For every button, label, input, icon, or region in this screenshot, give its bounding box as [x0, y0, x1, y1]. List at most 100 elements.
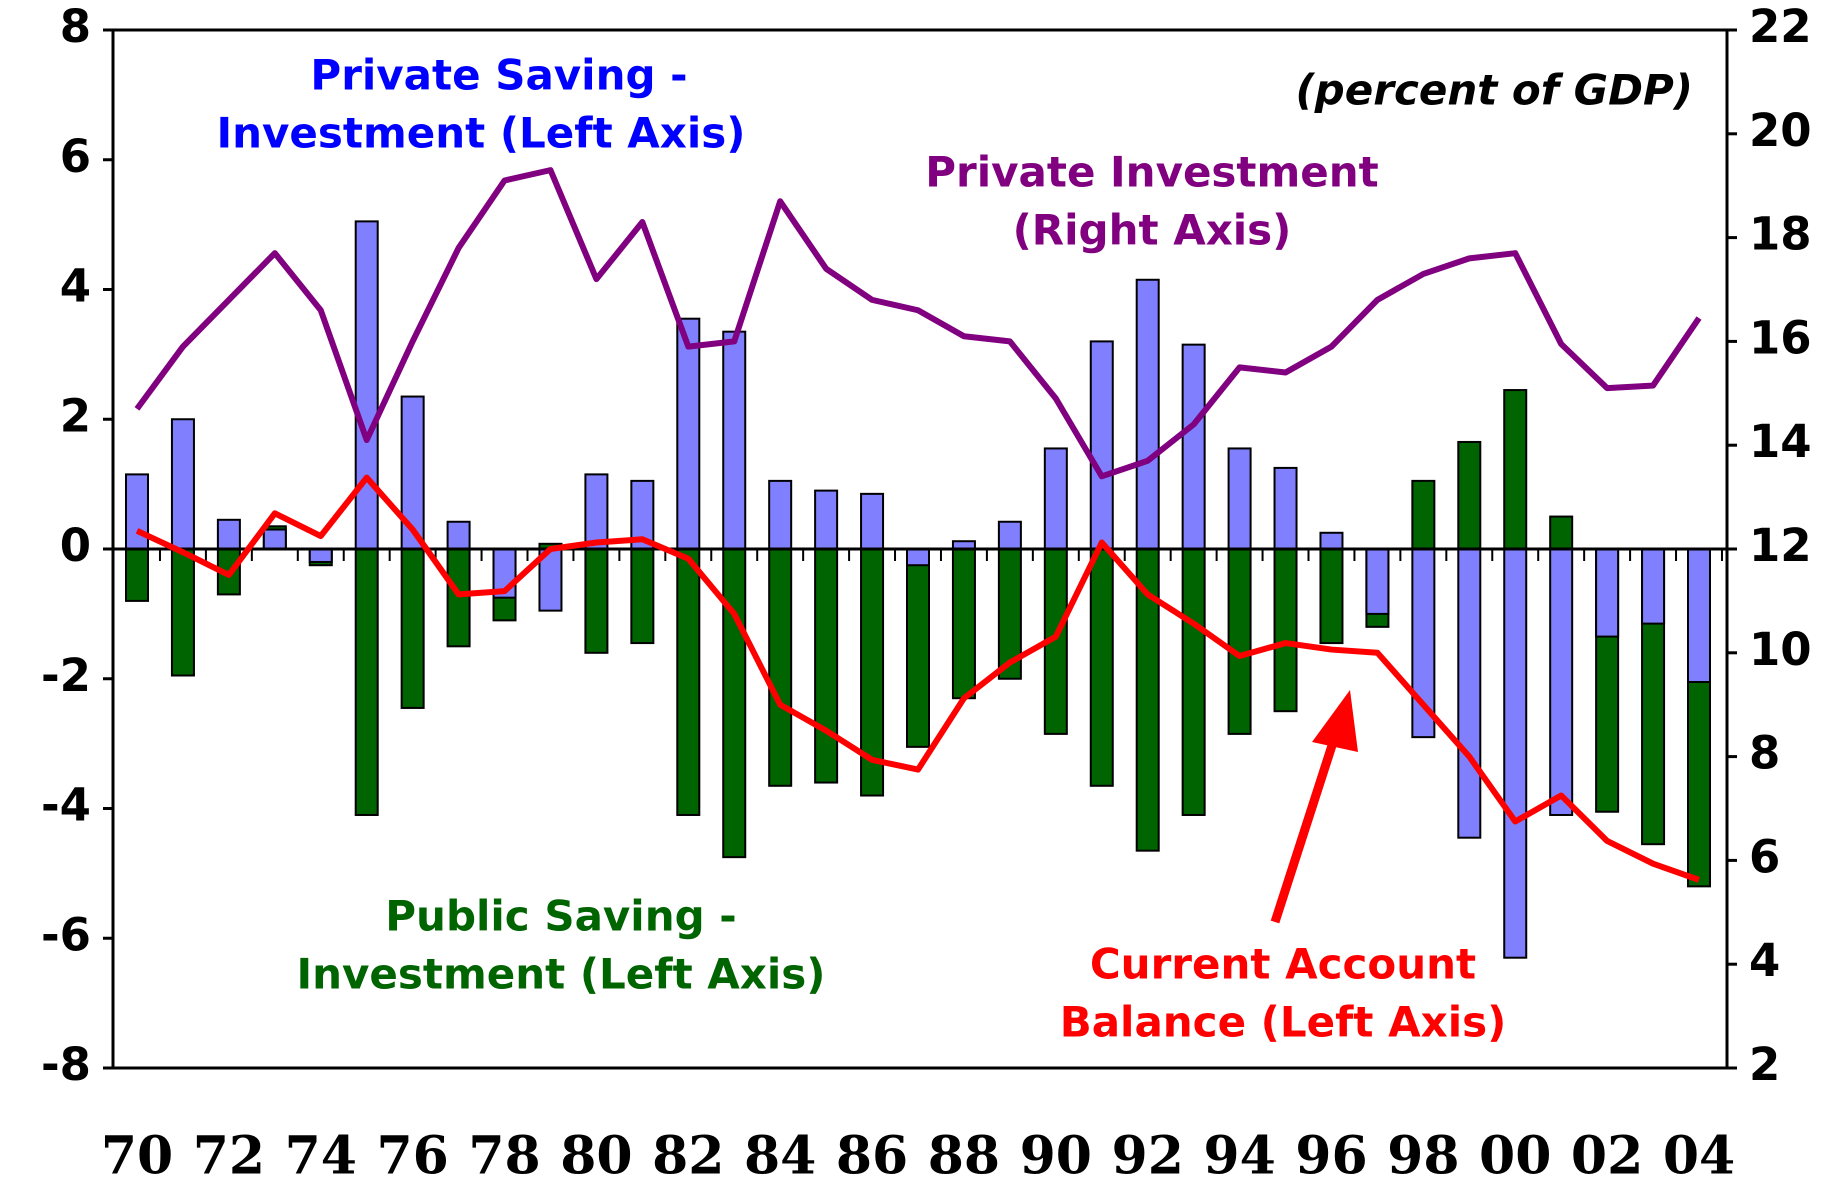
bar [1641, 548, 1666, 625]
bar [814, 489, 839, 550]
x-tick-label: 98 [1387, 1126, 1459, 1185]
bar [630, 548, 655, 645]
line [135, 474, 1700, 883]
bar [1089, 340, 1114, 550]
bar [400, 548, 425, 709]
line [134, 167, 1702, 480]
x-tick-label: 92 [1112, 1126, 1184, 1185]
y2-tick-label: 8 [1749, 727, 1780, 780]
bar [1319, 548, 1344, 645]
bar [1503, 389, 1528, 550]
x-tick-label: 86 [836, 1126, 908, 1185]
x-tick-label: 78 [468, 1126, 540, 1185]
bar [584, 548, 609, 654]
bar [446, 548, 471, 648]
subtitle: (percent of GDP) [1295, 66, 1693, 115]
bar [584, 473, 609, 550]
x-tick-label: 82 [652, 1126, 724, 1185]
bar [1411, 479, 1436, 551]
series-label: Public Saving - [385, 892, 736, 941]
bar [170, 418, 195, 550]
bar [1457, 548, 1482, 839]
y2-tick-label: 4 [1749, 934, 1780, 987]
bar [354, 220, 379, 550]
arrow [1270, 690, 1358, 924]
bar [951, 548, 976, 700]
bar [860, 492, 885, 551]
bar [125, 548, 149, 602]
y-tick-label: -8 [41, 1038, 91, 1091]
series-label: Investment (Left Axis) [217, 109, 746, 158]
y2-tick-label: 12 [1749, 519, 1812, 572]
bar [768, 479, 793, 551]
x-tick-label: 96 [1295, 1126, 1367, 1185]
bar [814, 548, 839, 784]
bar [216, 518, 241, 551]
bar [768, 548, 793, 787]
bar [1687, 548, 1711, 683]
y2-tick-label: 16 [1749, 311, 1812, 364]
bar [906, 548, 930, 567]
series-label: (Right Axis) [1013, 206, 1292, 255]
y2-tick-label: 18 [1749, 208, 1812, 261]
x-tick-label: 80 [560, 1126, 632, 1185]
bar [1043, 447, 1068, 551]
y-tick-label: -4 [41, 779, 91, 832]
bar [170, 548, 195, 677]
x-tick-label: 94 [1203, 1126, 1275, 1185]
bar [1089, 548, 1114, 787]
y2-tick-label: 14 [1749, 415, 1812, 468]
y-tick-label: 2 [60, 389, 91, 442]
bar [722, 330, 747, 551]
bar [997, 520, 1022, 551]
x-tick-label: 04 [1663, 1126, 1735, 1185]
x-tick-label: 74 [285, 1126, 357, 1185]
x-tick-label: 00 [1479, 1126, 1551, 1185]
bar [308, 548, 333, 563]
bar [1549, 548, 1574, 816]
y-tick-label: 8 [60, 0, 91, 53]
bar [1365, 548, 1390, 615]
series-label: Current Account [1090, 940, 1476, 989]
bar [1595, 548, 1620, 638]
x-tick-label: 84 [744, 1126, 816, 1185]
x-tick-label: 70 [101, 1126, 173, 1185]
bar [1503, 548, 1528, 959]
x-tick-label: 02 [1571, 1126, 1643, 1185]
y-tick-label: -6 [41, 908, 91, 961]
bar [1549, 515, 1574, 550]
bar [676, 548, 701, 816]
y2-tick-label: 22 [1749, 0, 1812, 53]
bar [1181, 343, 1206, 550]
bar [1319, 531, 1344, 550]
bar [1457, 440, 1482, 550]
series-label: Private Investment [925, 148, 1379, 197]
series-label: Private Saving - [310, 51, 687, 100]
y-tick-label: 0 [60, 519, 91, 572]
x-tick-label: 88 [928, 1126, 1000, 1185]
y2-tick-label: 2 [1749, 1038, 1780, 1091]
bar [1227, 447, 1252, 551]
bar [262, 528, 287, 550]
bar [906, 548, 930, 748]
x-tick-label: 72 [193, 1126, 265, 1185]
x-tick-label: 90 [1020, 1126, 1092, 1185]
bar [1227, 548, 1252, 735]
y-tick-label: 4 [60, 260, 91, 313]
bar [1135, 278, 1160, 550]
bar [722, 548, 747, 859]
bar [354, 548, 379, 816]
series-label: Balance (Left Axis) [1060, 998, 1507, 1047]
bar [1181, 548, 1206, 816]
bar [1273, 548, 1298, 713]
y2-tick-label: 20 [1749, 104, 1812, 157]
bar [676, 317, 701, 550]
bar [125, 473, 149, 550]
bar [446, 520, 471, 551]
y-tick-label: 6 [60, 130, 91, 183]
y2-tick-label: 10 [1749, 623, 1812, 676]
bar [1273, 466, 1298, 550]
x-tick-label: 76 [376, 1126, 448, 1185]
y2-tick-label: 6 [1749, 830, 1780, 883]
